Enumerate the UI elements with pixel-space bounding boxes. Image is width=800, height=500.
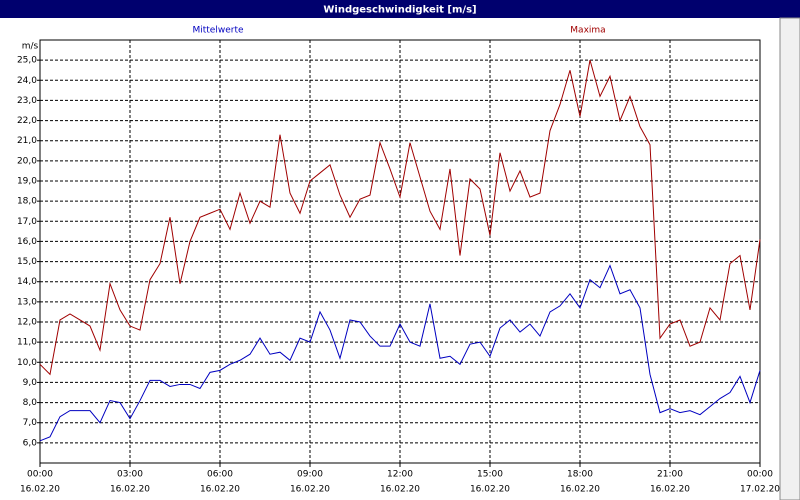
side-panel bbox=[779, 17, 800, 500]
y-tick-label: 24,0 bbox=[17, 76, 37, 86]
series-line bbox=[39, 264, 761, 442]
y-tick-label: 12,0 bbox=[17, 318, 37, 328]
x-tick-label: 00:00 bbox=[27, 470, 53, 480]
legend-entry: Mittelwerte bbox=[192, 26, 243, 36]
y-tick-label: 25,0 bbox=[17, 56, 37, 66]
y-tick-label: 20,0 bbox=[17, 156, 37, 166]
x-tick-date: 16.02.20 bbox=[470, 485, 510, 495]
x-tick-date: 16.02.20 bbox=[560, 485, 600, 495]
y-tick-label: 11,0 bbox=[17, 338, 37, 348]
y-tick-label: 15,0 bbox=[17, 257, 37, 267]
y-tick-label: 18,0 bbox=[17, 197, 37, 207]
x-tick-label: 09:00 bbox=[297, 470, 323, 480]
x-tick-date: 16.02.20 bbox=[380, 485, 420, 495]
y-tick-label: 19,0 bbox=[17, 177, 37, 187]
y-tick-label: 14,0 bbox=[17, 277, 37, 287]
title-bar bbox=[0, 0, 800, 18]
x-tick-label: 21:00 bbox=[657, 470, 683, 480]
x-tick-date: 16.02.20 bbox=[20, 485, 60, 495]
x-tick-label: 12:00 bbox=[387, 470, 413, 480]
y-tick-label: 10,0 bbox=[17, 358, 37, 368]
series-line bbox=[39, 60, 761, 376]
x-tick-label: 03:00 bbox=[117, 470, 143, 480]
x-tick-label: 15:00 bbox=[477, 470, 503, 480]
y-tick-label: 6,0 bbox=[23, 438, 38, 448]
chart-title: Windgeschwindigkeit [m/s] bbox=[323, 5, 476, 16]
y-tick-label: 21,0 bbox=[17, 136, 37, 146]
x-tick-label: 18:00 bbox=[567, 470, 593, 480]
x-tick-date: 17.02.20 bbox=[740, 485, 780, 495]
x-tick-date: 16.02.20 bbox=[200, 485, 240, 495]
x-tick-date: 16.02.20 bbox=[110, 485, 150, 495]
y-axis-label: m/s bbox=[22, 42, 39, 52]
y-tick-label: 9,0 bbox=[23, 378, 38, 388]
y-tick-label: 17,0 bbox=[17, 217, 37, 227]
x-tick-date: 16.02.20 bbox=[290, 485, 330, 495]
y-tick-label: 7,0 bbox=[23, 418, 38, 428]
legend-entry: Maxima bbox=[570, 26, 605, 36]
x-tick-date: 16.02.20 bbox=[650, 485, 690, 495]
y-tick-label: 8,0 bbox=[23, 398, 38, 408]
x-tick-label: 06:00 bbox=[207, 470, 233, 480]
y-tick-label: 22,0 bbox=[17, 116, 37, 126]
y-tick-label: 23,0 bbox=[17, 96, 37, 106]
x-tick-label: 00:00 bbox=[747, 470, 773, 480]
y-tick-label: 13,0 bbox=[17, 297, 37, 307]
y-tick-label: 16,0 bbox=[17, 237, 37, 247]
